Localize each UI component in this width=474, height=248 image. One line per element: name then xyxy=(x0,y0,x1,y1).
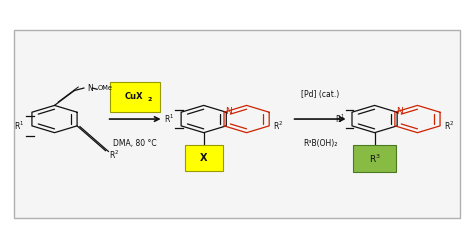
Text: N: N xyxy=(396,107,403,116)
Text: R$^1$: R$^1$ xyxy=(335,113,346,125)
Text: CuX: CuX xyxy=(125,92,144,101)
Text: R$^1$: R$^1$ xyxy=(164,113,174,125)
Text: N: N xyxy=(225,107,232,116)
Text: 2: 2 xyxy=(147,97,152,102)
Text: R³B(OH)₂: R³B(OH)₂ xyxy=(303,139,337,148)
FancyBboxPatch shape xyxy=(185,145,223,171)
Text: R$^1$: R$^1$ xyxy=(14,120,24,132)
FancyBboxPatch shape xyxy=(353,145,396,172)
Text: R$^2$: R$^2$ xyxy=(109,148,119,161)
Text: R$^2$: R$^2$ xyxy=(273,120,283,132)
Text: X: X xyxy=(200,153,208,163)
Text: N: N xyxy=(88,84,93,93)
Text: R$^2$: R$^2$ xyxy=(444,120,454,132)
Text: [Pd] (cat.): [Pd] (cat.) xyxy=(301,90,339,99)
Text: R$^3$: R$^3$ xyxy=(369,153,381,165)
FancyBboxPatch shape xyxy=(110,82,160,112)
Text: OMe: OMe xyxy=(98,85,113,91)
FancyBboxPatch shape xyxy=(14,30,460,218)
Text: DMA, 80 °C: DMA, 80 °C xyxy=(113,139,157,148)
